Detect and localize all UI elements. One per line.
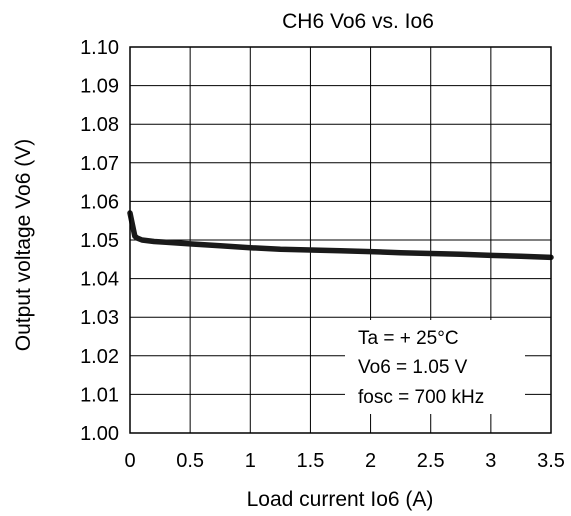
annotation-temperature: Ta = + 25°C [358, 328, 459, 349]
annotation-box: Ta = + 25°C Vo6 = 1.05 V fosc = 700 kHz [345, 320, 525, 414]
x-tick-label: 1 [245, 450, 256, 472]
grid [129, 46, 552, 434]
y-tick-label: 1.05 [80, 230, 119, 252]
y-tick-label: 1.06 [80, 191, 119, 213]
x-tick-label: 3.5 [537, 450, 565, 472]
y-tick-label: 1.00 [80, 423, 119, 445]
x-tick-label: 0 [124, 450, 135, 472]
y-tick-label: 1.04 [80, 269, 119, 291]
y-axis-label: Output voltage Vo6 (V) [12, 139, 35, 351]
y-tick-labels: 1.00 1.01 1.02 1.03 1.04 1.05 1.06 1.07 1.08 1.09… [80, 37, 119, 445]
y-tick-label: 1.03 [80, 307, 119, 329]
x-tick-label: 3 [485, 450, 496, 472]
x-axis-label: Load current Io6 (A) [247, 488, 434, 511]
y-tick-label: 1.01 [80, 384, 119, 406]
annotation-voltage: Vo6 = 1.05 V [358, 357, 468, 378]
y-tick-label: 1.07 [80, 153, 119, 175]
y-tick-label: 1.10 [80, 37, 119, 59]
chart-title: CH6 Vo6 vs. Io6 [282, 10, 434, 33]
x-tick-label: 0.5 [176, 450, 204, 472]
annotation-frequency: fosc = 700 kHz [358, 387, 484, 408]
x-tick-label: 2.5 [417, 450, 445, 472]
y-tick-label: 1.02 [80, 346, 119, 368]
x-tick-labels: 0 0.5 1 1.5 2 2.5 3 3.5 [124, 450, 564, 472]
plot-frame [129, 46, 552, 434]
y-tick-label: 1.08 [80, 114, 119, 136]
x-tick-label: 1.5 [297, 450, 325, 472]
x-tick-label: 2 [365, 450, 376, 472]
series-line [127, 210, 554, 261]
y-tick-label: 1.09 [80, 76, 119, 98]
series-group [127, 210, 554, 261]
annotation-background [345, 320, 525, 414]
